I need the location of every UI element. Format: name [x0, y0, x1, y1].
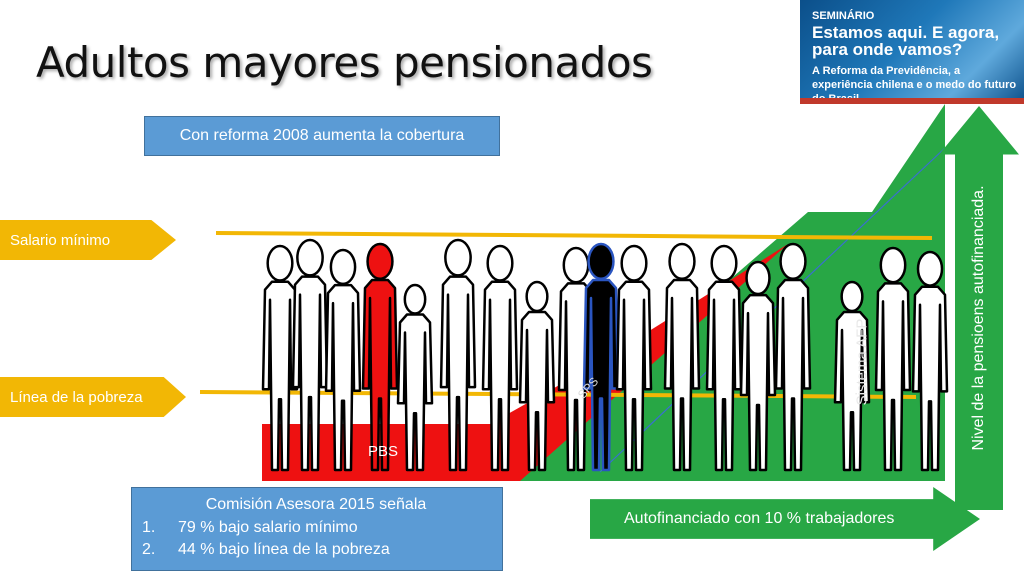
- salario-minimo-line: [215, 231, 933, 240]
- people-figures: [261, 238, 949, 472]
- person-figure: [518, 280, 556, 472]
- comision-item-text: 44 % bajo línea de la pobreza: [178, 541, 390, 558]
- person-figure: [439, 238, 477, 472]
- page-title: Adultos mayores pensionados: [36, 38, 653, 87]
- comision-item-number: 2.: [142, 541, 156, 558]
- person-figure: [361, 242, 399, 472]
- salario-minimo-tag: Salario mínimo: [0, 220, 176, 260]
- comision-heading: Comisión Asesora 2015 señala: [205, 496, 427, 513]
- person-figure: [833, 280, 871, 472]
- person-figure: [324, 248, 362, 472]
- comision-item-text: 79 % bajo salario mínimo: [178, 519, 358, 536]
- pbs-label: PBS: [368, 443, 399, 460]
- person-figure: [396, 283, 434, 472]
- comision-box: Comisión Asesora 2015 señala 1. 79 % baj…: [131, 487, 503, 571]
- comision-item: 1. 79 % bajo salario mínimo: [140, 517, 492, 539]
- afp-label: Sistema AFP: [853, 318, 871, 406]
- banner-headline: Estamos aqui. E agora, para onde vamos?: [812, 23, 1000, 59]
- linea-pobreza-tag: Línea de la pobreza: [0, 377, 186, 417]
- person-figure: [481, 244, 519, 472]
- person-figure: [774, 242, 812, 472]
- nivel-label: Nivel de la pensioens autofinanciada.: [970, 185, 987, 451]
- person-figure: [911, 250, 949, 472]
- person-figure: [615, 244, 653, 472]
- comision-item: 2. 44 % bajo línea de la pobreza: [140, 539, 492, 561]
- comision-item-number: 1.: [142, 519, 156, 536]
- seminar-banner: SEMINÁRIO Estamos aqui. E agora, para on…: [800, 0, 1024, 104]
- person-figure: [874, 246, 912, 472]
- person-figure: [582, 242, 620, 472]
- reforma-box: Con reforma 2008 aumenta la cobertura: [144, 116, 500, 156]
- autofinanciado-label: Autofinanciado con 10 % trabajadores: [624, 510, 895, 527]
- person-figure: [705, 244, 743, 472]
- banner-stripe: [800, 98, 1024, 104]
- person-figure: [739, 260, 777, 472]
- person-figure: [663, 242, 701, 472]
- banner-kicker: SEMINÁRIO: [812, 10, 875, 22]
